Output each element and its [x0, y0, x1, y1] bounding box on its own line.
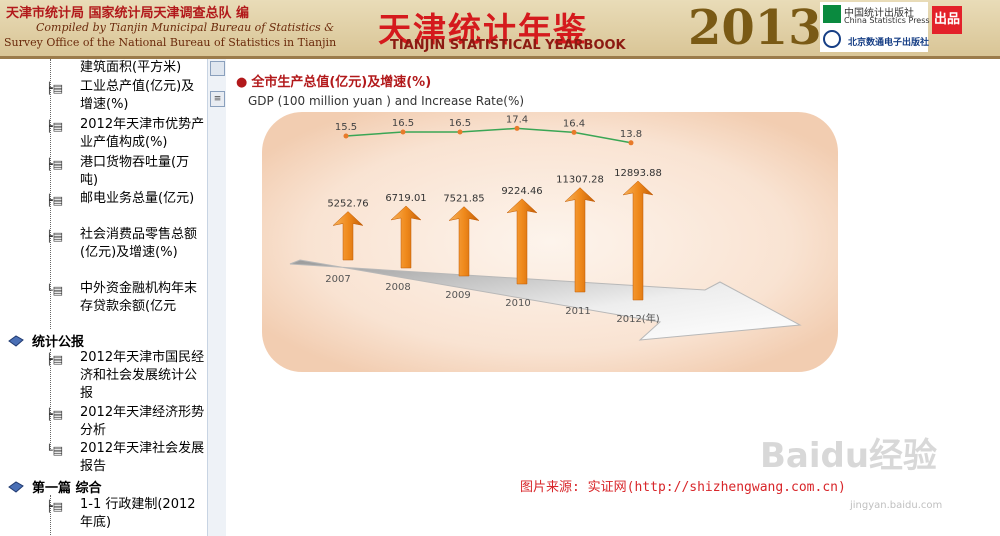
gdp-chart: 5252.76 2007 15.5 6719.01 2008 16.5 7521.85 200… [262, 112, 838, 372]
baidu-watermark: Baidu经验 [760, 436, 938, 476]
rate-value-label: 16.5 [392, 118, 414, 129]
tree-section-chapter-1[interactable]: 第一篇 综合 [8, 477, 102, 496]
press-1-en-label: China Statistics Press [844, 16, 930, 25]
tree-item-label[interactable]: 1-1 行政建制(2012年底) [80, 497, 196, 530]
tree-item-label[interactable]: 中外资金融机构年末存贷款余额(亿元 [80, 281, 198, 314]
tree-item-label[interactable]: 工业总产值(亿元)及增速(%) [80, 79, 195, 112]
section-label[interactable]: 统计公报 [32, 335, 85, 350]
image-source-caption: 图片来源: 实证网(http://shizhengwang.com.cn) [520, 480, 846, 495]
rate-value-label: 13.8 [620, 129, 642, 140]
scroll-thumb[interactable]: ≡ [210, 91, 225, 107]
gdp-value-label: 7521.85 [443, 194, 484, 205]
tree-connector [50, 59, 52, 329]
year-label: 2010 [505, 298, 530, 309]
tree-item-label[interactable]: 邮电业务总量(亿元) [80, 191, 195, 206]
gdp-bar [564, 187, 596, 293]
document-icon: ┝▤ [46, 230, 64, 243]
document-icon: ┝▤ [46, 353, 64, 366]
tree-item-label[interactable]: 2012年天津市优势产业产值构成(%) [80, 117, 205, 150]
tree-connector [50, 349, 52, 449]
book-icon [8, 335, 24, 347]
document-icon: └▤ [46, 284, 64, 297]
rate-value-label: 16.4 [563, 118, 585, 129]
year-label: 2011 [565, 306, 590, 317]
tree-item-label[interactable]: 2012年天津社会发展报告 [80, 441, 205, 474]
year-label: 2008 [385, 282, 410, 293]
baidu-watermark-url: jingyan.baidu.com [850, 500, 943, 511]
rate-point [343, 133, 349, 139]
yearbook-title-en: TIANJIN STATISTICAL YEARBOOK [390, 38, 626, 53]
rate-point [628, 140, 634, 146]
press-1-label: 中国统计出版社 [844, 8, 914, 19]
tree-item-label[interactable]: 建筑面积(平方米) [80, 60, 182, 75]
rate-value-label: 17.4 [506, 114, 528, 125]
gdp-bar [622, 180, 654, 301]
rate-point [514, 125, 520, 131]
press-2-label: 北京数通电子出版社 [848, 38, 930, 48]
yearbook-title-cn: 天津统计年鉴 [378, 10, 588, 49]
document-icon: ┝▤ [46, 82, 64, 95]
document-icon: ┝▤ [46, 194, 64, 207]
chart-floor-arrow [289, 259, 802, 341]
yearbook-year: 2013 [688, 0, 822, 56]
chart-title-cn: ● 全市生产总值(亿元)及增速(%) [236, 71, 431, 90]
rate-value-label: 15.5 [335, 122, 357, 133]
document-icon: ┝▤ [46, 408, 64, 421]
chupin-badge: 出品 [932, 6, 962, 34]
tree-item-label[interactable]: 港口货物吞吐量(万吨) [80, 155, 190, 188]
gdp-bar [390, 205, 422, 269]
sidebar-tree: 建筑面积(平方米) ┝▤ 工业总产值(亿元)及增速(%) ┝▤ 2012年天津市… [0, 59, 209, 536]
year-label: 2007 [325, 274, 350, 285]
gdp-bar [332, 211, 364, 261]
gdp-value-label: 12893.88 [614, 168, 662, 179]
china-statistics-press-logo-icon [823, 5, 841, 23]
document-icon: ┝▤ [46, 120, 64, 133]
tree-item-label[interactable]: 2012年天津经济形势分析 [80, 405, 205, 438]
yearbook-banner: 天津市统计局 国家统计局天津调查总队 编 Compiled by Tianjin… [0, 0, 1000, 59]
tree-item-label[interactable]: 社会消费品零售总额(亿元)及增速(%) [80, 227, 198, 260]
rate-point [571, 129, 577, 135]
scroll-up-button[interactable] [210, 61, 225, 76]
beijing-press-logo-icon [823, 30, 841, 48]
banner-publisher-en-2: Survey Office of the National Bureau of … [4, 36, 337, 49]
growth-rate-line [345, 127, 632, 144]
year-label: 2009 [445, 290, 470, 301]
rate-value-label: 16.5 [449, 118, 471, 129]
section-label[interactable]: 第一篇 综合 [32, 481, 102, 496]
chart-title-cn-text: 全市生产总值(亿元)及增速(%) [251, 75, 432, 90]
document-icon: └▤ [46, 444, 64, 457]
gdp-bar [448, 206, 480, 277]
banner-publisher-en-1: Compiled by Tianjin Municipal Bureau of … [36, 21, 334, 34]
gdp-value-label: 9224.46 [501, 186, 542, 197]
tree-section-bulletin[interactable]: 统计公报 [8, 331, 84, 350]
document-icon: ┝▤ [46, 500, 64, 513]
gdp-value-label: 5252.76 [327, 199, 368, 210]
rate-point [457, 129, 463, 135]
gdp-value-label: 6719.01 [385, 193, 426, 204]
book-icon [8, 481, 24, 493]
drop-icon: ● [236, 75, 248, 90]
tree-item-label[interactable]: 2012年天津市国民经济和社会发展统计公报 [80, 350, 205, 401]
banner-publisher-cn: 天津市统计局 国家统计局天津调查总队 编 [6, 6, 250, 21]
chart-title-en: GDP (100 million yuan ) and Increase Rat… [248, 94, 525, 108]
publisher-logos: 中国统计出版社 China Statistics Press 北京数通电子出版社 [820, 2, 930, 52]
sidebar-scrollbar[interactable]: ≡ [207, 59, 226, 536]
document-icon: ┝▤ [46, 158, 64, 171]
gdp-bar [506, 198, 538, 285]
rate-point [400, 129, 406, 135]
year-label: 2012(年) [616, 312, 659, 325]
gdp-value-label: 11307.28 [556, 175, 604, 186]
tree-connector [50, 495, 52, 536]
